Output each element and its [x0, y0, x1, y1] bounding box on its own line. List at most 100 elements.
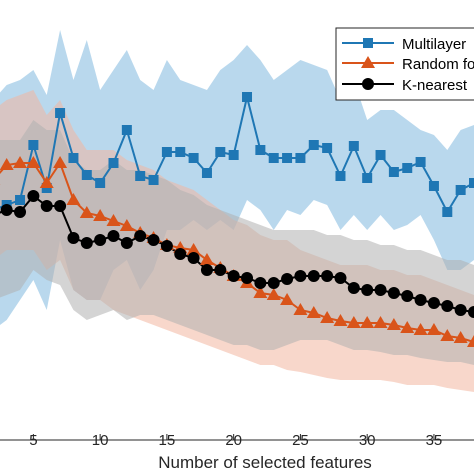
- point-random-fo: [386, 318, 401, 330]
- point-multilayer: [201, 168, 212, 178]
- point-k-nearest: [187, 252, 200, 264]
- point-random-fo: [293, 303, 308, 315]
- point-multilayer: [135, 171, 146, 181]
- point-multilayer: [388, 167, 399, 177]
- point-k-nearest: [27, 190, 40, 202]
- point-multilayer: [148, 175, 159, 185]
- point-k-nearest: [374, 284, 387, 296]
- point-random-fo: [26, 156, 41, 168]
- point-k-nearest: [147, 234, 160, 246]
- x-tick-label: 15: [159, 432, 176, 449]
- point-multilayer: [215, 147, 226, 157]
- point-random-fo: [186, 243, 201, 255]
- point-k-nearest: [94, 234, 107, 246]
- point-multilayer: [175, 147, 186, 157]
- point-random-fo: [333, 314, 348, 326]
- point-random-fo: [13, 156, 28, 168]
- point-random-fo: [413, 323, 428, 335]
- point-random-fo: [400, 321, 415, 333]
- point-k-nearest: [0, 204, 13, 216]
- point-multilayer: [375, 150, 386, 160]
- point-k-nearest: [454, 304, 467, 316]
- point-random-fo: [426, 323, 441, 335]
- point-random-fo: [280, 293, 295, 305]
- point-multilayer: [121, 125, 132, 135]
- point-k-nearest: [174, 248, 187, 260]
- point-multilayer: [108, 158, 119, 168]
- legend-marker-triangle-icon: [361, 56, 375, 68]
- point-k-nearest: [414, 294, 427, 306]
- point-k-nearest: [401, 290, 414, 302]
- point-multilayer: [55, 108, 66, 118]
- point-random-fo: [106, 214, 121, 226]
- point-k-nearest: [321, 270, 334, 282]
- legend-label-random-forest: Random fo: [402, 56, 474, 73]
- point-k-nearest: [281, 273, 294, 285]
- point-multilayer: [322, 143, 333, 153]
- x-axis: 5 10 15 20 25 30 35: [0, 432, 474, 449]
- legend-entry-k-nearest: K-nearest: [342, 77, 468, 94]
- point-multilayer: [188, 153, 199, 163]
- point-multilayer: [15, 195, 26, 205]
- point-k-nearest: [160, 240, 173, 252]
- point-multilayer: [362, 173, 373, 183]
- x-tick-label: 30: [359, 432, 376, 449]
- point-multilayer: [335, 171, 346, 181]
- point-k-nearest: [427, 297, 440, 309]
- band-k-nearest: [0, 120, 474, 365]
- point-multilayer: [308, 140, 319, 150]
- point-multilayer: [442, 207, 453, 217]
- x-tick-label: 20: [225, 432, 242, 449]
- point-k-nearest: [200, 264, 213, 276]
- point-random-fo: [360, 316, 375, 328]
- series-markers: [0, 92, 474, 347]
- point-multilayer: [348, 141, 359, 151]
- point-multilayer: [282, 153, 293, 163]
- legend-entry-random-forest: Random fo: [342, 56, 474, 73]
- point-random-fo: [93, 209, 108, 221]
- legend-entry-multilayer: Multilayer: [342, 36, 466, 53]
- point-k-nearest: [254, 277, 267, 289]
- point-k-nearest: [441, 300, 454, 312]
- point-random-fo: [306, 306, 321, 318]
- point-random-fo: [346, 316, 361, 328]
- point-multilayer: [268, 153, 279, 163]
- point-random-fo: [320, 311, 335, 323]
- point-k-nearest: [361, 284, 374, 296]
- point-multilayer: [228, 150, 239, 160]
- point-multilayer: [28, 140, 39, 150]
- confidence-bands: [0, 30, 474, 392]
- point-k-nearest: [241, 272, 254, 284]
- point-multilayer: [415, 157, 426, 167]
- point-random-fo: [440, 329, 455, 341]
- point-multilayer: [242, 92, 253, 102]
- point-random-fo: [66, 193, 81, 205]
- point-multilayer: [295, 153, 306, 163]
- point-multilayer: [469, 178, 474, 188]
- point-k-nearest: [334, 272, 347, 284]
- point-k-nearest: [468, 306, 474, 318]
- point-k-nearest: [307, 270, 320, 282]
- legend-marker-circle-icon: [362, 78, 374, 90]
- point-random-fo: [467, 335, 474, 347]
- point-k-nearest: [294, 270, 307, 282]
- x-axis-label: Number of selected features: [158, 453, 372, 472]
- point-k-nearest: [67, 232, 80, 244]
- point-random-fo: [53, 156, 68, 168]
- point-k-nearest: [387, 287, 400, 299]
- point-k-nearest: [107, 230, 120, 242]
- x-tick-label: 5: [29, 432, 37, 449]
- point-multilayer: [161, 147, 172, 157]
- point-random-fo: [0, 158, 14, 170]
- point-multilayer: [81, 170, 92, 180]
- point-random-fo: [266, 288, 281, 300]
- point-k-nearest: [227, 270, 240, 282]
- point-k-nearest: [80, 237, 93, 249]
- legend: Multilayer Random fo K-nearest: [335, 27, 474, 101]
- point-k-nearest: [40, 200, 53, 212]
- point-random-fo: [453, 331, 468, 343]
- point-k-nearest: [214, 264, 227, 276]
- point-multilayer: [402, 163, 413, 173]
- point-k-nearest: [134, 230, 147, 242]
- point-multilayer: [455, 185, 466, 195]
